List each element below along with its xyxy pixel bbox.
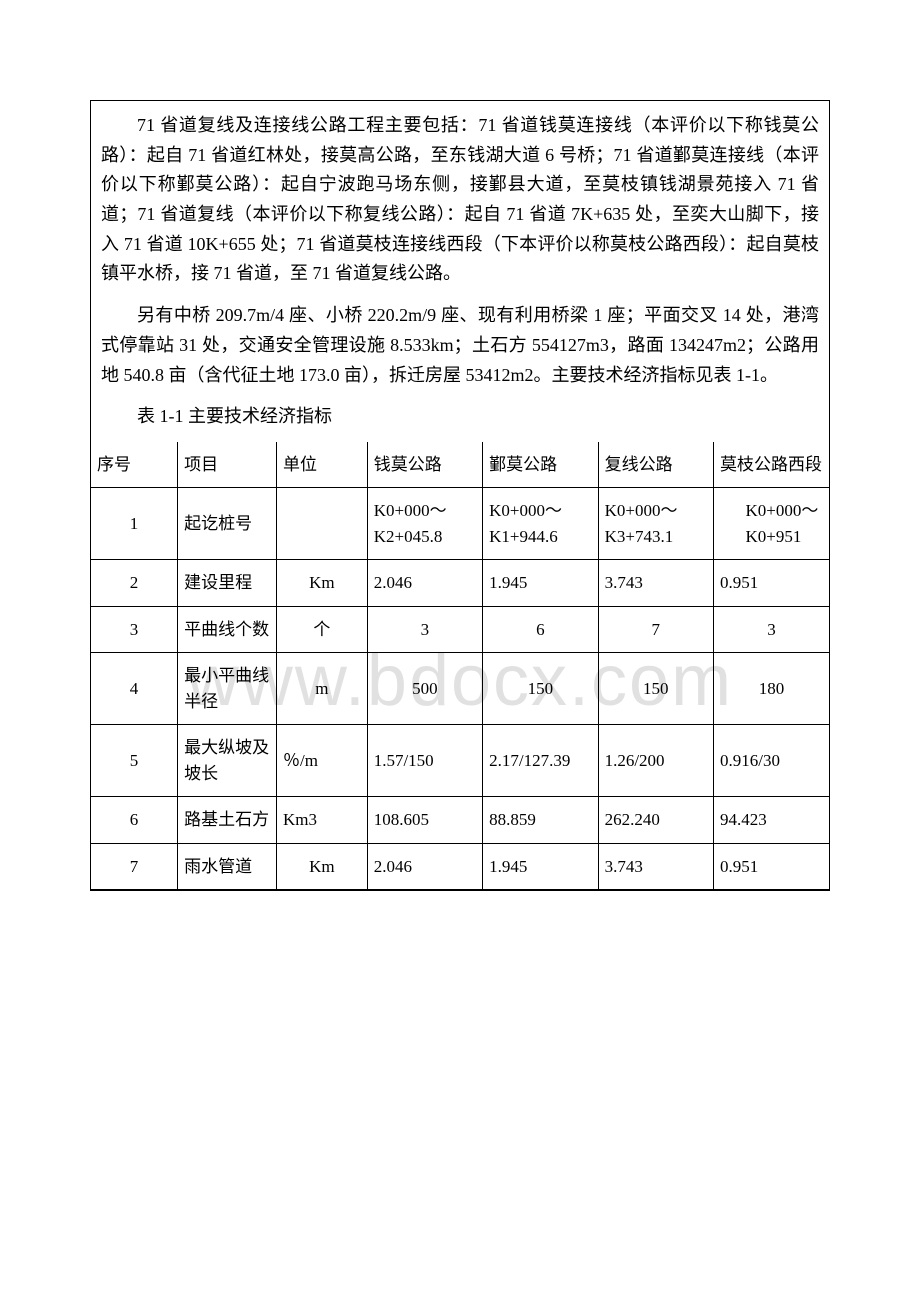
cell-c4: 94.423: [714, 797, 829, 844]
cell-seq: 6: [91, 797, 178, 844]
paragraph-1: 71 省道复线及连接线公路工程主要包括：71 省道钱莫连接线（本评价以下称钱莫公…: [91, 101, 829, 295]
header-c2: 鄞莫公路: [483, 442, 598, 488]
cell-seq: 2: [91, 560, 178, 607]
cell-c3: 3.743: [598, 843, 713, 890]
cell-item: 平曲线个数: [178, 606, 277, 653]
table-row: 3 平曲线个数 个 3 6 7 3: [91, 606, 829, 653]
cell-unit: Km: [277, 843, 368, 890]
cell-c4: 180: [714, 653, 829, 725]
header-unit: 单位: [277, 442, 368, 488]
cell-c2: 88.859: [483, 797, 598, 844]
header-seq: 序号: [91, 442, 178, 488]
cell-item: 建设里程: [178, 560, 277, 607]
cell-c2: 1.945: [483, 843, 598, 890]
cell-item: 路基土石方: [178, 797, 277, 844]
cell-seq: 7: [91, 843, 178, 890]
cell-unit: Km3: [277, 797, 368, 844]
cell-seq: 3: [91, 606, 178, 653]
header-c1: 钱莫公路: [367, 442, 482, 488]
cell-c2: K0+000～K1+944.6: [483, 488, 598, 560]
cell-c1: 2.046: [367, 843, 482, 890]
table-row: 4 最小平曲线半径 m 500 150 150 180: [91, 653, 829, 725]
header-c3: 复线公路: [598, 442, 713, 488]
cell-item: 起讫桩号: [178, 488, 277, 560]
table-row: 6 路基土石方 Km3 108.605 88.859 262.240 94.42…: [91, 797, 829, 844]
document-border: 71 省道复线及连接线公路工程主要包括：71 省道钱莫连接线（本评价以下称钱莫公…: [90, 100, 830, 891]
cell-c4: 3: [714, 606, 829, 653]
cell-c4: 0.916/30: [714, 725, 829, 797]
indicators-table: 序号 项目 单位 钱莫公路 鄞莫公路 复线公路 莫枝公路西段 1 起讫桩号 K0…: [91, 442, 829, 891]
page-content: 71 省道复线及连接线公路工程主要包括：71 省道钱莫连接线（本评价以下称钱莫公…: [90, 100, 830, 891]
table-caption: 表 1-1 主要技术经济指标: [91, 396, 829, 442]
table-header-row: 序号 项目 单位 钱莫公路 鄞莫公路 复线公路 莫枝公路西段: [91, 442, 829, 488]
cell-c4: 0.951: [714, 843, 829, 890]
cell-c2: 1.945: [483, 560, 598, 607]
cell-unit: m: [277, 653, 368, 725]
cell-c1: K0+000～K2+045.8: [367, 488, 482, 560]
cell-seq: 1: [91, 488, 178, 560]
cell-c3: 7: [598, 606, 713, 653]
table-row: 2 建设里程 Km 2.046 1.945 3.743 0.951: [91, 560, 829, 607]
table-row: 1 起讫桩号 K0+000～K2+045.8 K0+000～K1+944.6 K…: [91, 488, 829, 560]
cell-c1: 3: [367, 606, 482, 653]
cell-unit: [277, 488, 368, 560]
cell-c3: K0+000～K3+743.1: [598, 488, 713, 560]
cell-c3: 3.743: [598, 560, 713, 607]
cell-c2: 2.17/127.39: [483, 725, 598, 797]
header-c4: 莫枝公路西段: [714, 442, 829, 488]
cell-item: 最大纵坡及坡长: [178, 725, 277, 797]
cell-item: 最小平曲线半径: [178, 653, 277, 725]
cell-c2: 6: [483, 606, 598, 653]
cell-item: 雨水管道: [178, 843, 277, 890]
header-item: 项目: [178, 442, 277, 488]
table-row: 5 最大纵坡及坡长 ％/m 1.57/150 2.17/127.39 1.26/…: [91, 725, 829, 797]
cell-c3: 1.26/200: [598, 725, 713, 797]
cell-c1: 108.605: [367, 797, 482, 844]
cell-c1: 500: [367, 653, 482, 725]
cell-seq: 5: [91, 725, 178, 797]
cell-unit: Km: [277, 560, 368, 607]
cell-c4: 0.951: [714, 560, 829, 607]
cell-c3: 262.240: [598, 797, 713, 844]
cell-c4: K0+000～ K0+951: [714, 488, 829, 560]
cell-c3: 150: [598, 653, 713, 725]
paragraph-2: 另有中桥 209.7m/4 座、小桥 220.2m/9 座、现有利用桥梁 1 座…: [91, 295, 829, 396]
cell-c1: 2.046: [367, 560, 482, 607]
cell-seq: 4: [91, 653, 178, 725]
cell-c1: 1.57/150: [367, 725, 482, 797]
cell-unit: ％/m: [277, 725, 368, 797]
cell-c2: 150: [483, 653, 598, 725]
table-row: 7 雨水管道 Km 2.046 1.945 3.743 0.951: [91, 843, 829, 890]
cell-unit: 个: [277, 606, 368, 653]
